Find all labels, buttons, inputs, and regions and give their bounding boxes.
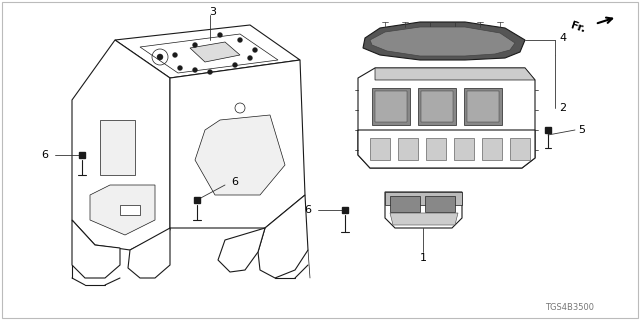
Polygon shape [375,91,407,122]
Text: 5: 5 [579,125,586,135]
Polygon shape [426,138,446,160]
Text: 4: 4 [559,33,566,43]
Polygon shape [390,213,458,225]
Polygon shape [372,88,410,125]
Polygon shape [90,185,155,235]
Polygon shape [363,22,525,60]
Polygon shape [170,60,305,228]
Circle shape [237,37,243,43]
Polygon shape [115,25,300,78]
Polygon shape [190,42,240,62]
Polygon shape [510,138,530,160]
Text: 1: 1 [419,253,426,263]
Polygon shape [128,228,170,278]
Polygon shape [375,68,535,80]
Polygon shape [464,88,502,125]
Polygon shape [467,91,499,122]
Text: 6: 6 [305,205,312,215]
Polygon shape [120,205,140,215]
Polygon shape [72,40,170,250]
Polygon shape [100,120,135,175]
Circle shape [157,54,163,60]
Polygon shape [385,192,462,205]
Circle shape [193,43,198,47]
Polygon shape [195,115,285,195]
Polygon shape [390,196,420,212]
Polygon shape [398,138,418,160]
Polygon shape [358,68,535,168]
Polygon shape [482,138,502,160]
Polygon shape [370,27,515,56]
Polygon shape [385,192,462,228]
Polygon shape [370,138,390,160]
Text: TGS4B3500: TGS4B3500 [545,303,595,313]
Circle shape [253,47,257,52]
Circle shape [248,55,253,60]
Polygon shape [454,138,474,160]
Text: Fr.: Fr. [570,20,587,34]
Polygon shape [258,195,308,278]
Polygon shape [358,130,535,168]
Circle shape [218,33,223,37]
Polygon shape [425,196,455,212]
Polygon shape [418,88,456,125]
Circle shape [207,69,212,75]
Polygon shape [218,228,265,272]
Polygon shape [140,34,278,73]
Text: 6: 6 [232,177,239,187]
Polygon shape [72,220,120,278]
Text: 3: 3 [209,7,216,17]
Circle shape [177,66,182,70]
Circle shape [232,62,237,68]
Text: 2: 2 [559,103,566,113]
Circle shape [193,68,198,73]
Text: 6: 6 [42,150,49,160]
Circle shape [173,52,177,58]
Polygon shape [421,91,453,122]
